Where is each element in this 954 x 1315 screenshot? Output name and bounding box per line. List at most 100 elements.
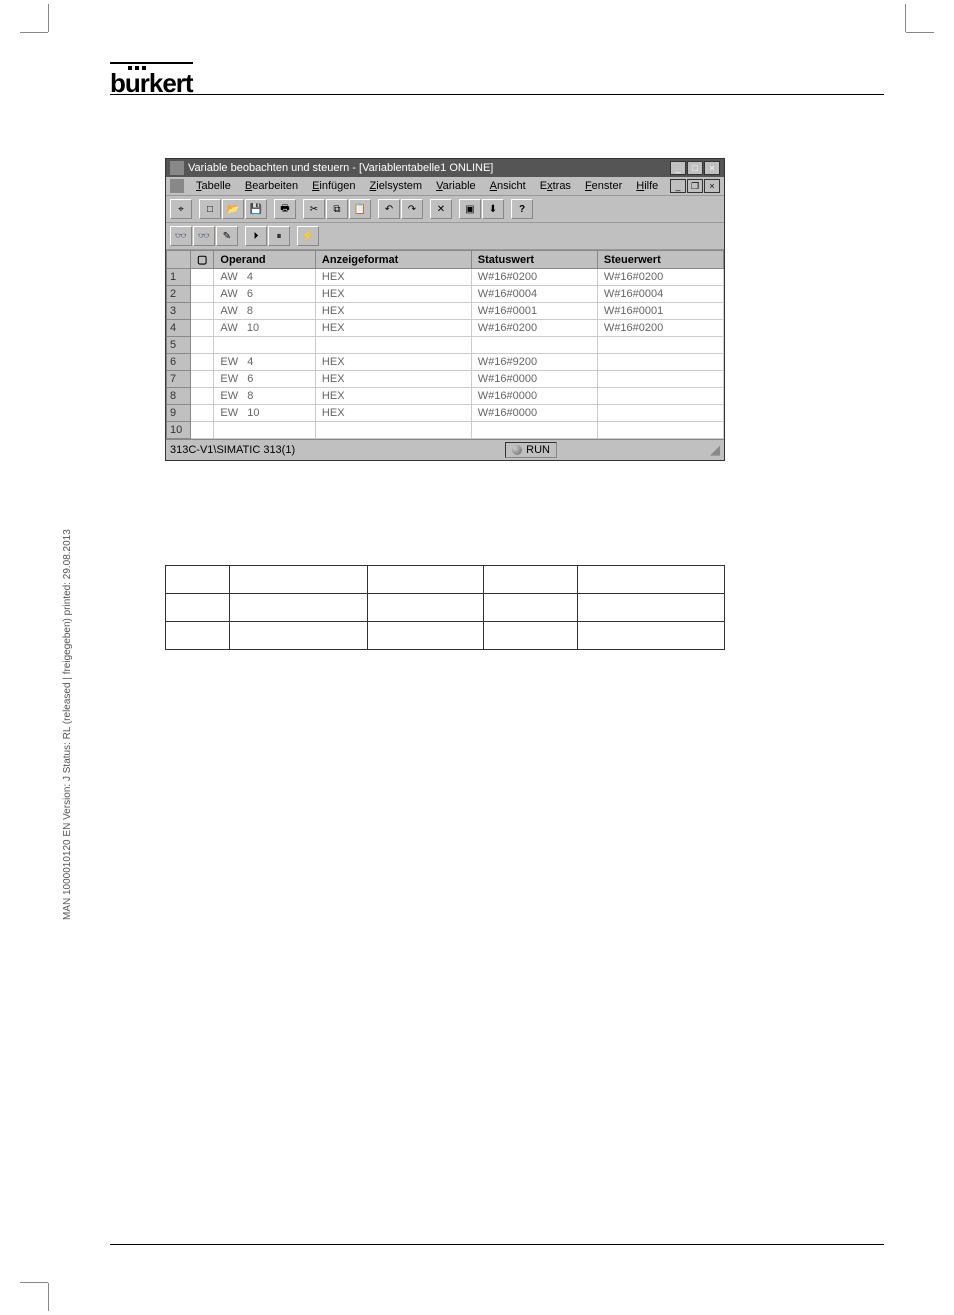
table-row[interactable]: 1AW 4HEXW#16#0200W#16#0200	[167, 269, 724, 286]
cell-steuer[interactable]	[597, 337, 723, 354]
close-button[interactable]: ×	[704, 161, 720, 175]
table-row[interactable]: 8EW 8HEXW#16#0000	[167, 388, 724, 405]
window-title: Variable beobachten und steuern - [Varia…	[188, 162, 493, 174]
cell-format[interactable]: HEX	[315, 388, 471, 405]
cell-format[interactable]: HEX	[315, 405, 471, 422]
variable-monitor-window: Variable beobachten und steuern - [Varia…	[165, 158, 725, 461]
row-check[interactable]	[191, 303, 214, 320]
cell-operand[interactable]: AW 8	[214, 303, 316, 320]
cell-steuer[interactable]	[597, 422, 723, 439]
cell-operand[interactable]	[214, 337, 316, 354]
cell-operand[interactable]: EW 10	[214, 405, 316, 422]
row-check[interactable]	[191, 337, 214, 354]
cell-operand[interactable]	[214, 422, 316, 439]
menu-zielsystem[interactable]: Zielsystem	[364, 180, 429, 192]
table-row[interactable]: 5	[167, 337, 724, 354]
menu-fenster[interactable]: Fenster	[579, 180, 628, 192]
menu-einfugen[interactable]: Einfügen	[306, 180, 361, 192]
online-button[interactable]: ▣	[459, 199, 481, 219]
cell-steuer[interactable]	[597, 405, 723, 422]
table-row[interactable]: 7EW 6HEXW#16#0000	[167, 371, 724, 388]
delete-button[interactable]: ✕	[430, 199, 452, 219]
row-number: 6	[167, 354, 191, 371]
cell-steuer[interactable]: W#16#0200	[597, 269, 723, 286]
minimize-button[interactable]: _	[670, 161, 686, 175]
cell-format[interactable]	[315, 337, 471, 354]
open-button[interactable]: 📂	[222, 199, 244, 219]
redo-button[interactable]: ↷	[401, 199, 423, 219]
paste-button[interactable]: 📋	[349, 199, 371, 219]
cell-operand[interactable]: AW 10	[214, 320, 316, 337]
cell-operand[interactable]: EW 6	[214, 371, 316, 388]
menu-variable[interactable]: Variable	[430, 180, 482, 192]
menu-extras[interactable]: Extras	[534, 180, 577, 192]
menu-tabelle[interactable]: Tabelle	[190, 180, 237, 192]
save-button[interactable]: 💾	[245, 199, 267, 219]
cell-format[interactable]: HEX	[315, 371, 471, 388]
col-operand[interactable]: Operand	[214, 251, 316, 269]
download-button[interactable]: ⬇	[482, 199, 504, 219]
force-button[interactable]: ⚡	[297, 226, 319, 246]
trigger-button[interactable]: ⏵	[245, 226, 267, 246]
table-row[interactable]: 3AW 8HEXW#16#0001W#16#0001	[167, 303, 724, 320]
cell-steuer[interactable]: W#16#0004	[597, 286, 723, 303]
cell-format[interactable]	[315, 422, 471, 439]
row-check[interactable]	[191, 320, 214, 337]
toolbar-main: ⌖ □ 📂 💾 🖶 ✂ ⧉ 📋 ↶ ↷ ✕ ▣ ⬇ ?	[166, 196, 724, 223]
cell-steuer[interactable]	[597, 388, 723, 405]
glasses-once-button[interactable]: 👓	[193, 226, 215, 246]
cell-status: W#16#0000	[471, 371, 597, 388]
row-check[interactable]	[191, 354, 214, 371]
cell-format[interactable]: HEX	[315, 269, 471, 286]
cell-status: W#16#0000	[471, 405, 597, 422]
mdi-minimize-button[interactable]: _	[670, 179, 686, 193]
cell-operand[interactable]: EW 4	[214, 354, 316, 371]
cell-format[interactable]: HEX	[315, 303, 471, 320]
cell-steuer[interactable]	[597, 371, 723, 388]
table-row[interactable]: 10	[167, 422, 724, 439]
trigger-once-button[interactable]: ⏸	[268, 226, 290, 246]
cell-format[interactable]: HEX	[315, 286, 471, 303]
cell-status	[471, 422, 597, 439]
table-row[interactable]: 9EW 10HEXW#16#0000	[167, 405, 724, 422]
menu-bearbeiten[interactable]: Bearbeiten	[239, 180, 304, 192]
table-row[interactable]: 6EW 4HEXW#16#9200	[167, 354, 724, 371]
cell-operand[interactable]: AW 6	[214, 286, 316, 303]
cell-operand[interactable]: AW 4	[214, 269, 316, 286]
resize-grip-icon[interactable]: ◢	[710, 442, 720, 458]
document-meta: MAN 1000010120 EN Version: J Status: RL …	[62, 529, 73, 920]
table-row[interactable]: 2AW 6HEXW#16#0004W#16#0004	[167, 286, 724, 303]
row-check[interactable]	[191, 405, 214, 422]
menu-hilfe[interactable]: Hilfe	[630, 180, 664, 192]
cell-operand[interactable]: EW 8	[214, 388, 316, 405]
help-button[interactable]: ?	[511, 199, 533, 219]
new-button[interactable]: □	[199, 199, 221, 219]
run-label: RUN	[526, 444, 550, 456]
menu-ansicht[interactable]: Ansicht	[484, 180, 532, 192]
glasses-button[interactable]: 👓	[170, 226, 192, 246]
table-row[interactable]: 4AW 10HEXW#16#0200W#16#0200	[167, 320, 724, 337]
cell-steuer[interactable]: W#16#0001	[597, 303, 723, 320]
modify-button[interactable]: ✎	[216, 226, 238, 246]
maximize-button[interactable]: □	[687, 161, 703, 175]
row-check[interactable]	[191, 422, 214, 439]
row-check[interactable]	[191, 269, 214, 286]
cell-steuer[interactable]: W#16#0200	[597, 320, 723, 337]
copy-button[interactable]: ⧉	[326, 199, 348, 219]
print-button[interactable]: 🖶	[274, 199, 296, 219]
mdi-restore-button[interactable]: ❐	[687, 179, 703, 193]
col-status[interactable]: Statuswert	[471, 251, 597, 269]
row-check[interactable]	[191, 286, 214, 303]
cell-steuer[interactable]	[597, 354, 723, 371]
cut-button[interactable]: ✂	[303, 199, 325, 219]
col-steuer[interactable]: Steuerwert	[597, 251, 723, 269]
undo-button[interactable]: ↶	[378, 199, 400, 219]
cell-format[interactable]: HEX	[315, 320, 471, 337]
col-format[interactable]: Anzeigeformat	[315, 251, 471, 269]
pin-button[interactable]: ⌖	[170, 199, 192, 219]
row-check[interactable]	[191, 371, 214, 388]
mdi-close-button[interactable]: ×	[704, 179, 720, 193]
footer-divider	[110, 1244, 884, 1245]
row-check[interactable]	[191, 388, 214, 405]
cell-format[interactable]: HEX	[315, 354, 471, 371]
